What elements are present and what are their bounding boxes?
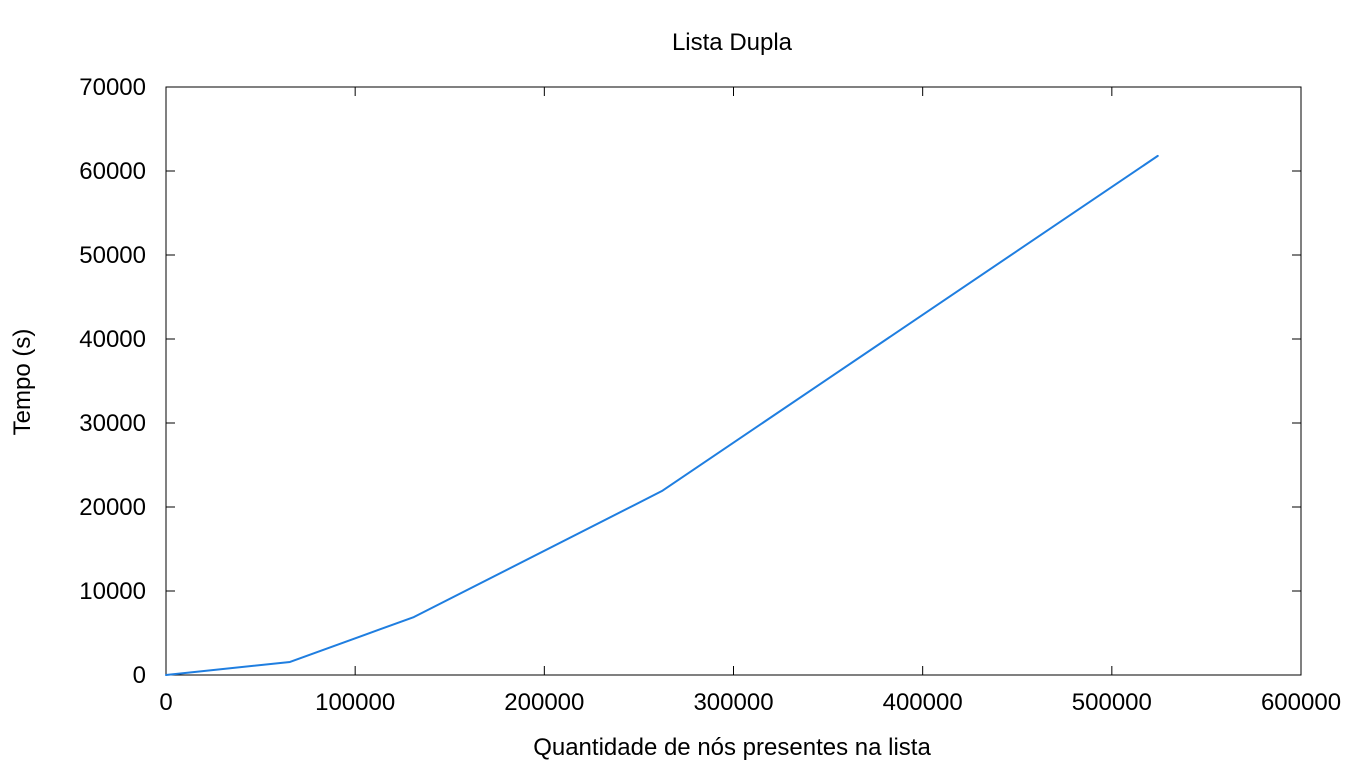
x-tick-label: 400000 xyxy=(883,689,963,716)
x-tick-label: 300000 xyxy=(693,689,773,716)
x-tick-label: 200000 xyxy=(504,689,584,716)
axis-ticks xyxy=(165,86,1302,676)
x-tick-label: 500000 xyxy=(1072,689,1152,716)
data-series xyxy=(165,154,1159,676)
y-tick-label: 30000 xyxy=(79,410,146,437)
y-tick-label: 70000 xyxy=(79,74,146,101)
y-tick-label: 50000 xyxy=(79,242,146,269)
y-tick-label: 10000 xyxy=(79,578,146,605)
x-tick-label: 600000 xyxy=(1261,689,1341,716)
chart-title: Lista Dupla xyxy=(672,29,793,56)
y-tick-label: 60000 xyxy=(79,158,146,185)
y-axis-label: Tempo (s) xyxy=(9,329,36,436)
x-tick-label: 0 xyxy=(159,689,172,716)
x-tick-label: 100000 xyxy=(315,689,395,716)
axis-tick-labels: 0 100000 200000 300000 400000 500000 600000 0 10… xyxy=(79,74,1341,716)
y-tick-label: 40000 xyxy=(79,326,146,353)
y-tick-label: 20000 xyxy=(79,494,146,521)
y-tick-label: 0 xyxy=(133,662,146,689)
x-axis-label: Quantidade de nós presentes na lista xyxy=(533,734,931,761)
series-line xyxy=(165,154,1159,676)
